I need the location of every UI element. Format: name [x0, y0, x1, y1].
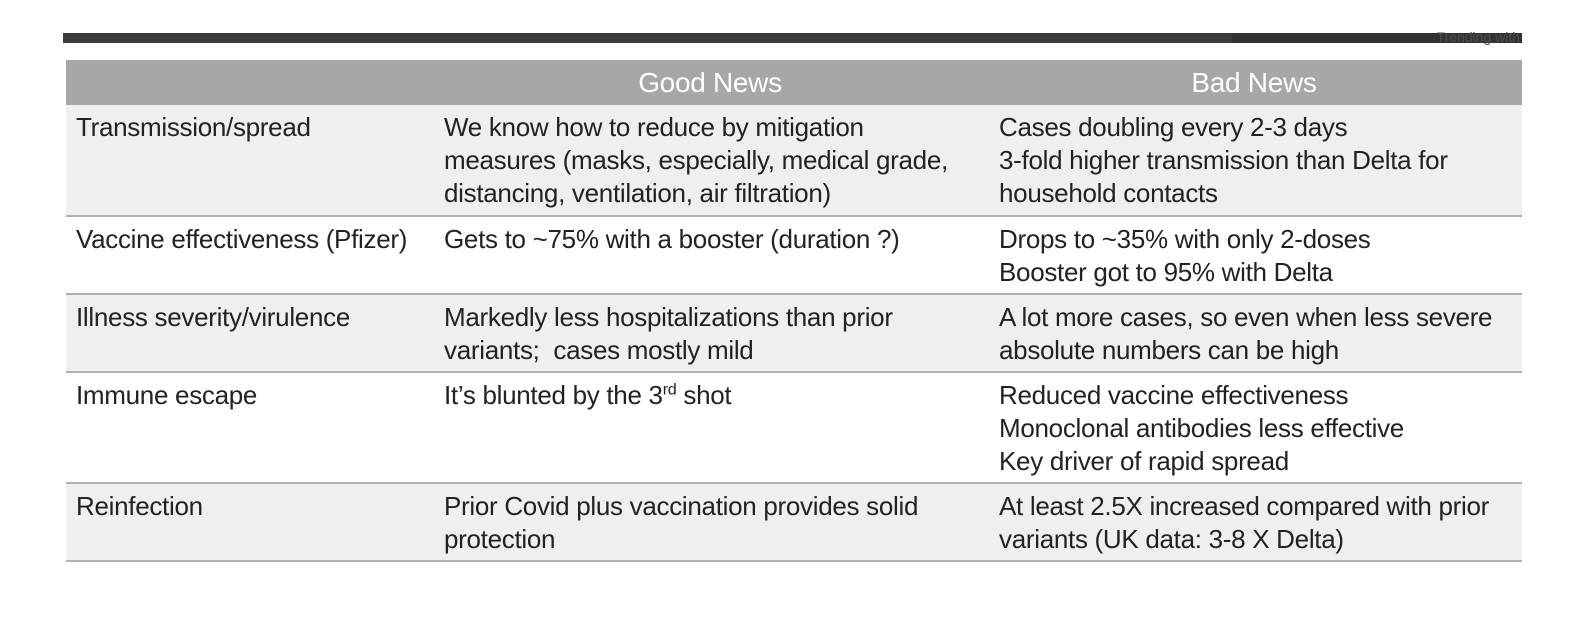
- cell-paragraph: Monoclonal antibodies less effective: [999, 413, 1404, 443]
- row-topic: Vaccine effectiveness (Pfizer): [76, 224, 408, 254]
- row-bad-cell: Reduced vaccine effectiveness Monoclonal …: [986, 373, 1522, 482]
- cell-paragraph: Reduced vaccine effectiveness: [999, 380, 1349, 410]
- row-good-cell: Markedly less hospitalizations than prio…: [434, 295, 986, 371]
- table-row: Transmission/spread We know how to reduc…: [66, 105, 1522, 215]
- row-bad-cell: Drops to ~35% with only 2-doses Booster g…: [986, 217, 1522, 293]
- row-good-cell: We know how to reduce by mitigation meas…: [434, 105, 986, 215]
- omicron-news-table: Good News Bad News Transmission/spread W…: [66, 60, 1522, 562]
- row-bad-cell: At least 2.5X increased compared with pr…: [986, 484, 1522, 560]
- cell-paragraph: It’s blunted by the 3rd shot: [444, 380, 732, 410]
- row-topic: Transmission/spread: [76, 112, 311, 142]
- cell-paragraph: Cases doubling every 2-3 days: [999, 112, 1348, 142]
- table-body: Transmission/spread We know how to reduc…: [66, 105, 1522, 562]
- table-row: Immune escape It’s blunted by the 3rd sh…: [66, 371, 1522, 482]
- cell-paragraph: A lot more cases, so even when less seve…: [999, 302, 1493, 365]
- row-topic: Illness severity/virulence: [76, 302, 350, 332]
- row-good-cell: Prior Covid plus vaccination provides so…: [434, 484, 986, 560]
- row-topic: Reinfection: [76, 491, 203, 521]
- table-row: Vaccine effectiveness (Pfizer) Gets to ~…: [66, 215, 1522, 293]
- row-good-cell: Gets to ~75% with a booster (duration ?): [434, 217, 986, 293]
- row-bad-cell: Cases doubling every 2-3 days 3-fold high…: [986, 105, 1522, 215]
- cell-paragraph: At least 2.5X increased compared with pr…: [999, 491, 1490, 554]
- cell-paragraph: Prior Covid plus vaccination provides so…: [444, 491, 919, 554]
- row-topic: Immune escape: [76, 380, 258, 410]
- cell-paragraph: Drops to ~35% with only 2-doses: [999, 224, 1371, 254]
- cell-paragraph: Gets to ~75% with a booster (duration ?): [444, 224, 900, 254]
- table-row: Illness severity/virulence Markedly less…: [66, 293, 1522, 371]
- cell-paragraph: Key driver of rapid spread: [999, 446, 1289, 476]
- row-good-cell: It’s blunted by the 3rd shot: [434, 373, 986, 482]
- cell-paragraph: Markedly less hospitalizations than prio…: [444, 302, 893, 365]
- table-row: Reinfection Prior Covid plus vaccination…: [66, 482, 1522, 562]
- header-bad-news-cell: Bad News: [1191, 67, 1317, 98]
- header-good-news-cell: Good News: [638, 67, 782, 98]
- cell-paragraph: Booster got to 95% with Delta: [999, 257, 1333, 287]
- browser-strip-dark-segment: [1232, 33, 1522, 43]
- trending-label: Trending with: [1436, 29, 1520, 45]
- cell-paragraph: 3-fold higher transmission than Delta fo…: [999, 145, 1448, 208]
- table-header-row: Good News Bad News: [66, 60, 1522, 105]
- cell-paragraph: We know how to reduce by mitigation meas…: [444, 112, 948, 208]
- browser-strip: Trending with: [63, 29, 1522, 45]
- row-bad-cell: A lot more cases, so even when less seve…: [986, 295, 1522, 371]
